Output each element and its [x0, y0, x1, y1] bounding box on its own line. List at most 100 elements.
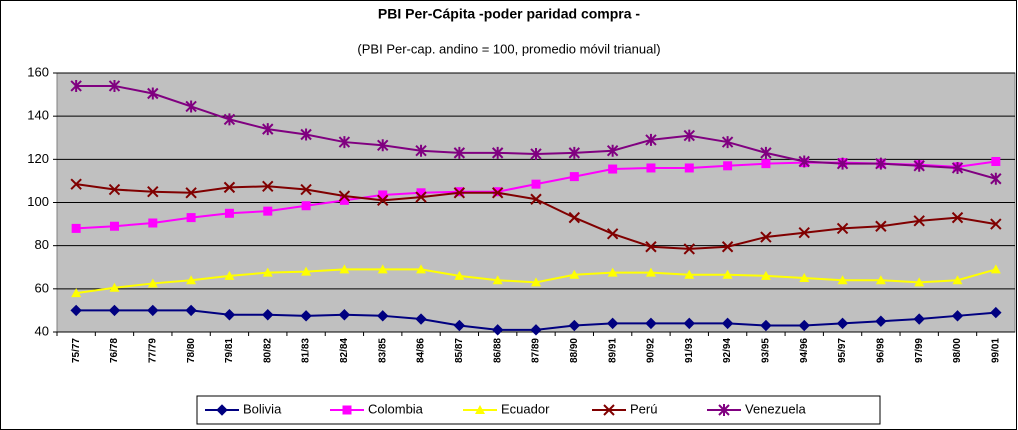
- marker: [718, 404, 730, 416]
- marker: [491, 324, 504, 336]
- marker: [530, 324, 542, 336]
- marker: [606, 317, 619, 330]
- marker: [108, 183, 121, 196]
- x-tick-label: 83/85: [377, 338, 388, 363]
- marker: [761, 159, 771, 169]
- y-tick-label: 80: [35, 237, 49, 252]
- marker: [300, 128, 312, 141]
- x-tick-label: 75/77: [71, 338, 82, 363]
- x-tick-label: 88/90: [569, 338, 580, 363]
- marker: [645, 241, 657, 253]
- marker: [645, 133, 657, 146]
- x-tick-label: 85/87: [454, 338, 465, 363]
- x-tick-label: 90/92: [646, 338, 657, 363]
- marker: [301, 266, 312, 276]
- x-tick-label: 92/94: [722, 338, 733, 363]
- marker: [530, 147, 542, 160]
- marker: [607, 267, 618, 277]
- y-tick-label: 60: [35, 280, 49, 295]
- marker: [70, 79, 82, 92]
- marker: [760, 270, 771, 280]
- marker: [990, 264, 1001, 274]
- marker: [300, 310, 312, 322]
- marker: [416, 188, 426, 198]
- marker: [415, 144, 427, 157]
- marker: [109, 282, 120, 292]
- marker: [186, 275, 197, 285]
- marker: [262, 267, 273, 277]
- legend-item: Colombia: [330, 401, 424, 416]
- marker: [185, 187, 197, 199]
- marker: [492, 275, 503, 285]
- y-tick-label: 160: [27, 64, 49, 79]
- marker: [223, 181, 236, 194]
- legend-label: Perú: [630, 401, 657, 416]
- marker: [646, 163, 656, 173]
- x-tick-label: 98/00: [952, 338, 963, 363]
- marker: [339, 264, 350, 274]
- marker: [991, 156, 1001, 166]
- marker: [147, 304, 159, 317]
- marker: [568, 319, 581, 332]
- marker: [224, 270, 235, 280]
- x-tick-label: 81/83: [301, 338, 312, 363]
- marker: [108, 79, 121, 92]
- legend-item: Bolivia: [205, 401, 282, 416]
- marker: [568, 211, 581, 224]
- x-tick-label: 94/96: [799, 338, 810, 363]
- marker: [491, 146, 504, 159]
- x-tick-label: 86/88: [492, 338, 503, 363]
- marker: [723, 161, 733, 171]
- marker: [377, 310, 389, 322]
- marker: [913, 215, 925, 227]
- marker: [875, 315, 887, 327]
- marker: [799, 273, 810, 283]
- y-tick-label: 40: [35, 323, 49, 338]
- marker: [338, 190, 351, 202]
- marker: [914, 277, 925, 287]
- marker: [223, 309, 236, 321]
- marker: [300, 183, 312, 196]
- marker: [645, 317, 657, 330]
- marker: [875, 220, 887, 232]
- marker: [378, 190, 388, 200]
- marker: [608, 164, 618, 174]
- marker: [71, 288, 82, 298]
- marker: [798, 319, 810, 332]
- marker: [837, 275, 848, 285]
- marker: [760, 146, 772, 159]
- marker: [342, 405, 352, 415]
- marker: [475, 405, 485, 414]
- marker: [990, 172, 1002, 185]
- marker: [262, 180, 274, 193]
- marker: [721, 317, 734, 330]
- x-tick-label: 91/93: [684, 338, 695, 363]
- legend-item: Ecuador: [463, 401, 550, 416]
- marker: [683, 317, 695, 330]
- marker: [683, 129, 695, 142]
- marker: [147, 87, 159, 100]
- marker: [148, 218, 158, 228]
- x-tick-label: 80/82: [262, 338, 273, 363]
- marker: [262, 123, 274, 136]
- marker: [913, 159, 925, 172]
- marker: [760, 319, 772, 332]
- marker: [147, 278, 158, 288]
- legend-item: Venezuela: [707, 401, 806, 416]
- marker: [416, 264, 427, 274]
- marker: [951, 211, 964, 224]
- marker: [338, 309, 351, 321]
- marker: [377, 194, 389, 207]
- marker: [684, 269, 695, 279]
- marker: [875, 275, 886, 285]
- marker: [263, 206, 273, 216]
- marker: [71, 223, 81, 233]
- marker: [338, 136, 351, 149]
- x-tick-label: 96/98: [876, 338, 887, 363]
- marker: [722, 269, 733, 279]
- legend-item: Perú: [592, 401, 657, 416]
- marker: [606, 144, 619, 157]
- marker: [223, 113, 236, 126]
- x-tick-label: 87/89: [531, 338, 542, 363]
- marker: [147, 186, 159, 198]
